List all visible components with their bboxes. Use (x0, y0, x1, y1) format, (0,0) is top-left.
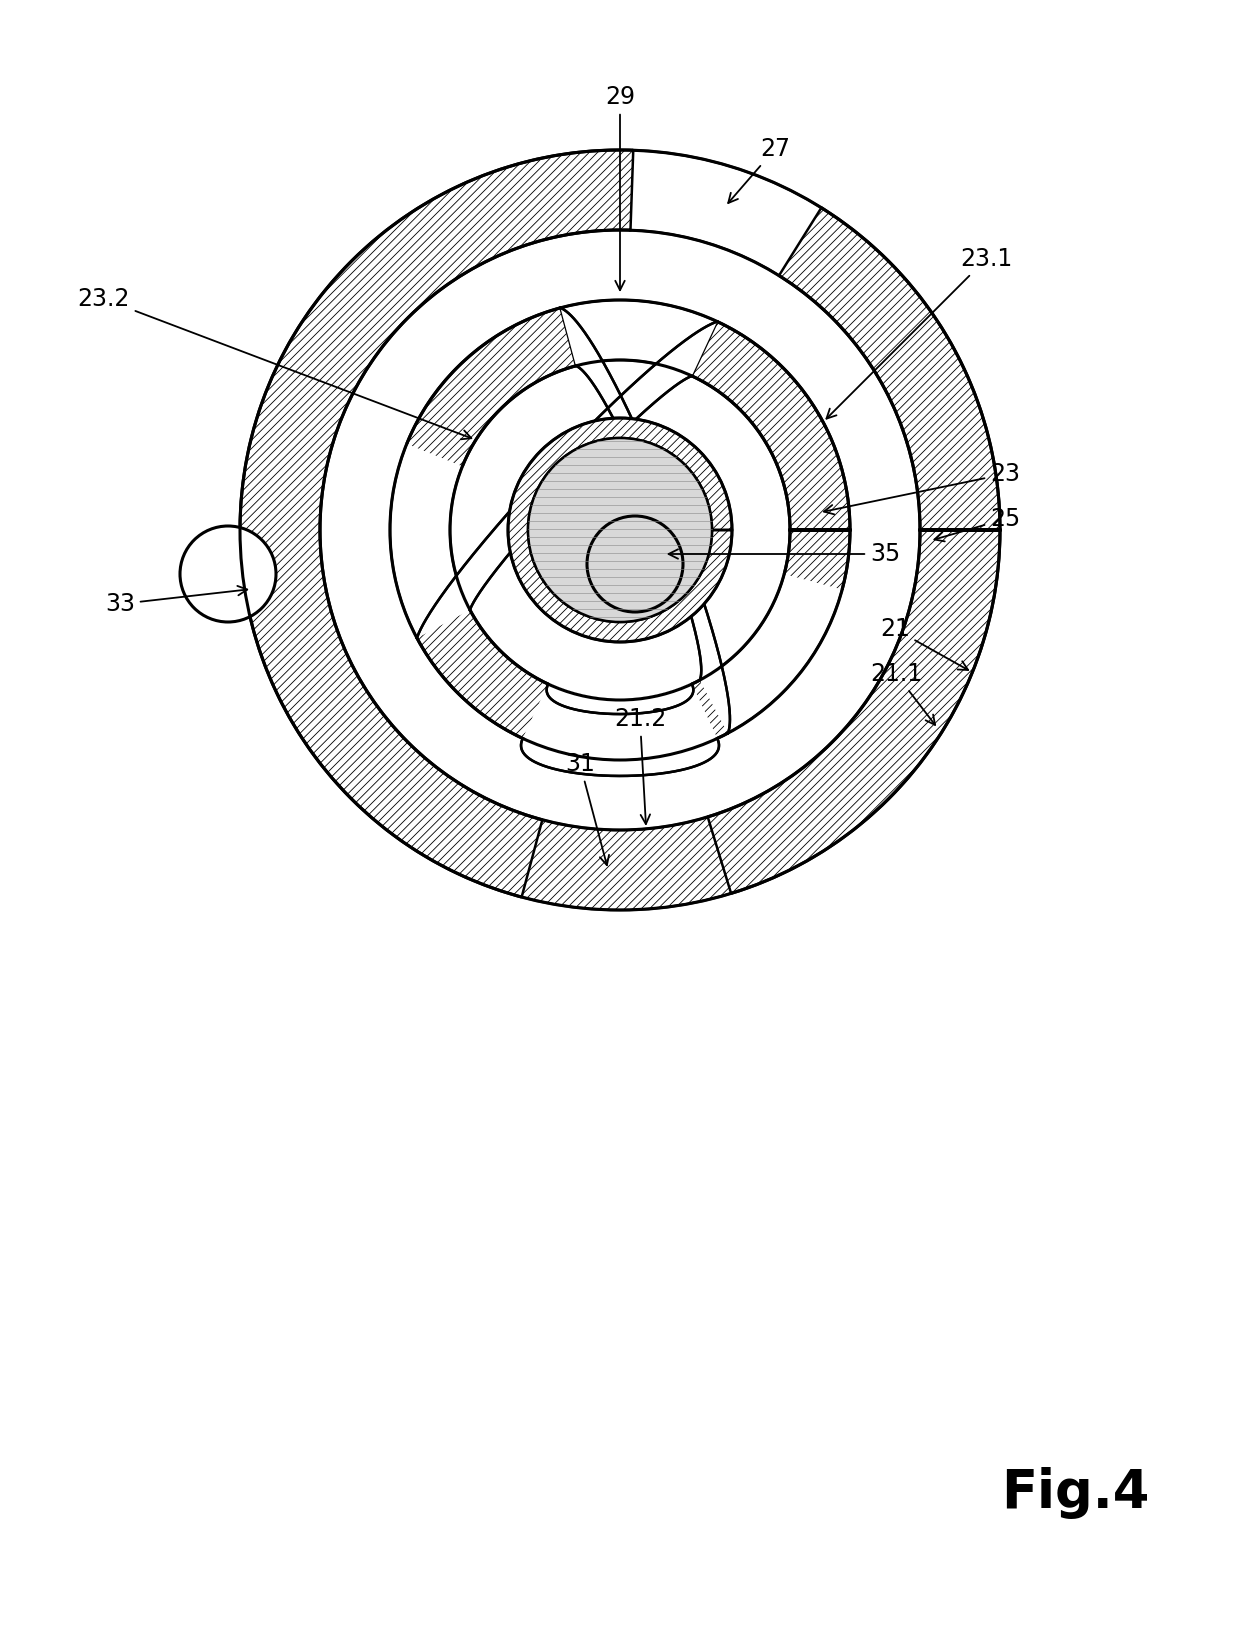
Polygon shape (522, 816, 732, 910)
Circle shape (589, 518, 681, 610)
Circle shape (528, 438, 712, 621)
Polygon shape (560, 308, 730, 733)
Text: Fig.4: Fig.4 (1002, 1467, 1149, 1519)
Circle shape (180, 526, 277, 621)
Circle shape (587, 516, 683, 611)
Polygon shape (521, 683, 719, 775)
Text: 21: 21 (880, 616, 968, 670)
Polygon shape (630, 148, 822, 277)
Text: 27: 27 (728, 138, 790, 203)
Polygon shape (417, 321, 717, 638)
Polygon shape (508, 418, 732, 642)
Text: 29: 29 (605, 85, 635, 290)
Text: 23.2: 23.2 (78, 287, 471, 439)
Text: 23.1: 23.1 (827, 247, 1012, 418)
Text: 31: 31 (565, 752, 609, 865)
Text: 25: 25 (935, 506, 1021, 541)
Text: 21.1: 21.1 (870, 662, 935, 724)
Text: 23: 23 (823, 462, 1021, 515)
Polygon shape (522, 682, 718, 762)
Text: 35: 35 (668, 543, 900, 565)
Polygon shape (521, 815, 732, 911)
Polygon shape (560, 298, 718, 377)
Polygon shape (388, 443, 471, 639)
Text: 21.2: 21.2 (614, 706, 666, 824)
Polygon shape (241, 151, 999, 910)
Polygon shape (699, 574, 844, 734)
Text: 33: 33 (105, 585, 247, 616)
Polygon shape (391, 300, 849, 760)
